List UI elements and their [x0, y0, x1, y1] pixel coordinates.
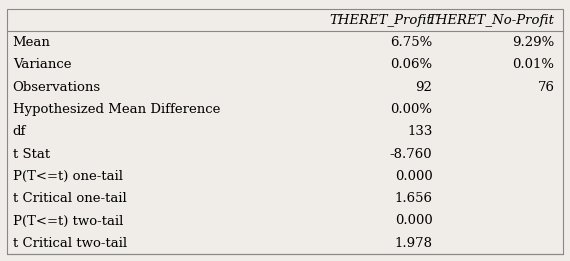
Text: 0.000: 0.000 [395, 170, 433, 183]
Text: Observations: Observations [13, 81, 101, 94]
Text: 0.00%: 0.00% [390, 103, 433, 116]
Text: 1.978: 1.978 [394, 237, 433, 250]
Text: 0.01%: 0.01% [512, 58, 555, 72]
Text: t Critical one-tail: t Critical one-tail [13, 192, 127, 205]
Text: t Critical two-tail: t Critical two-tail [13, 237, 127, 250]
Text: t Stat: t Stat [13, 147, 50, 161]
Text: df: df [13, 125, 26, 138]
Text: Hypothesized Mean Difference: Hypothesized Mean Difference [13, 103, 220, 116]
Text: 92: 92 [416, 81, 433, 94]
Text: 76: 76 [538, 81, 555, 94]
Text: P(T<=t) one-tail: P(T<=t) one-tail [13, 170, 123, 183]
Text: THERET_No-Profit: THERET_No-Profit [428, 14, 555, 27]
Text: 0.06%: 0.06% [390, 58, 433, 72]
Text: Mean: Mean [13, 36, 51, 49]
Text: 9.29%: 9.29% [512, 36, 555, 49]
Text: 133: 133 [407, 125, 433, 138]
Text: Variance: Variance [13, 58, 71, 72]
Text: 0.000: 0.000 [395, 215, 433, 228]
Text: -8.760: -8.760 [390, 147, 433, 161]
Text: THERET_Profit: THERET_Profit [329, 14, 433, 27]
Text: 6.75%: 6.75% [390, 36, 433, 49]
Text: 1.656: 1.656 [394, 192, 433, 205]
Text: P(T<=t) two-tail: P(T<=t) two-tail [13, 215, 123, 228]
